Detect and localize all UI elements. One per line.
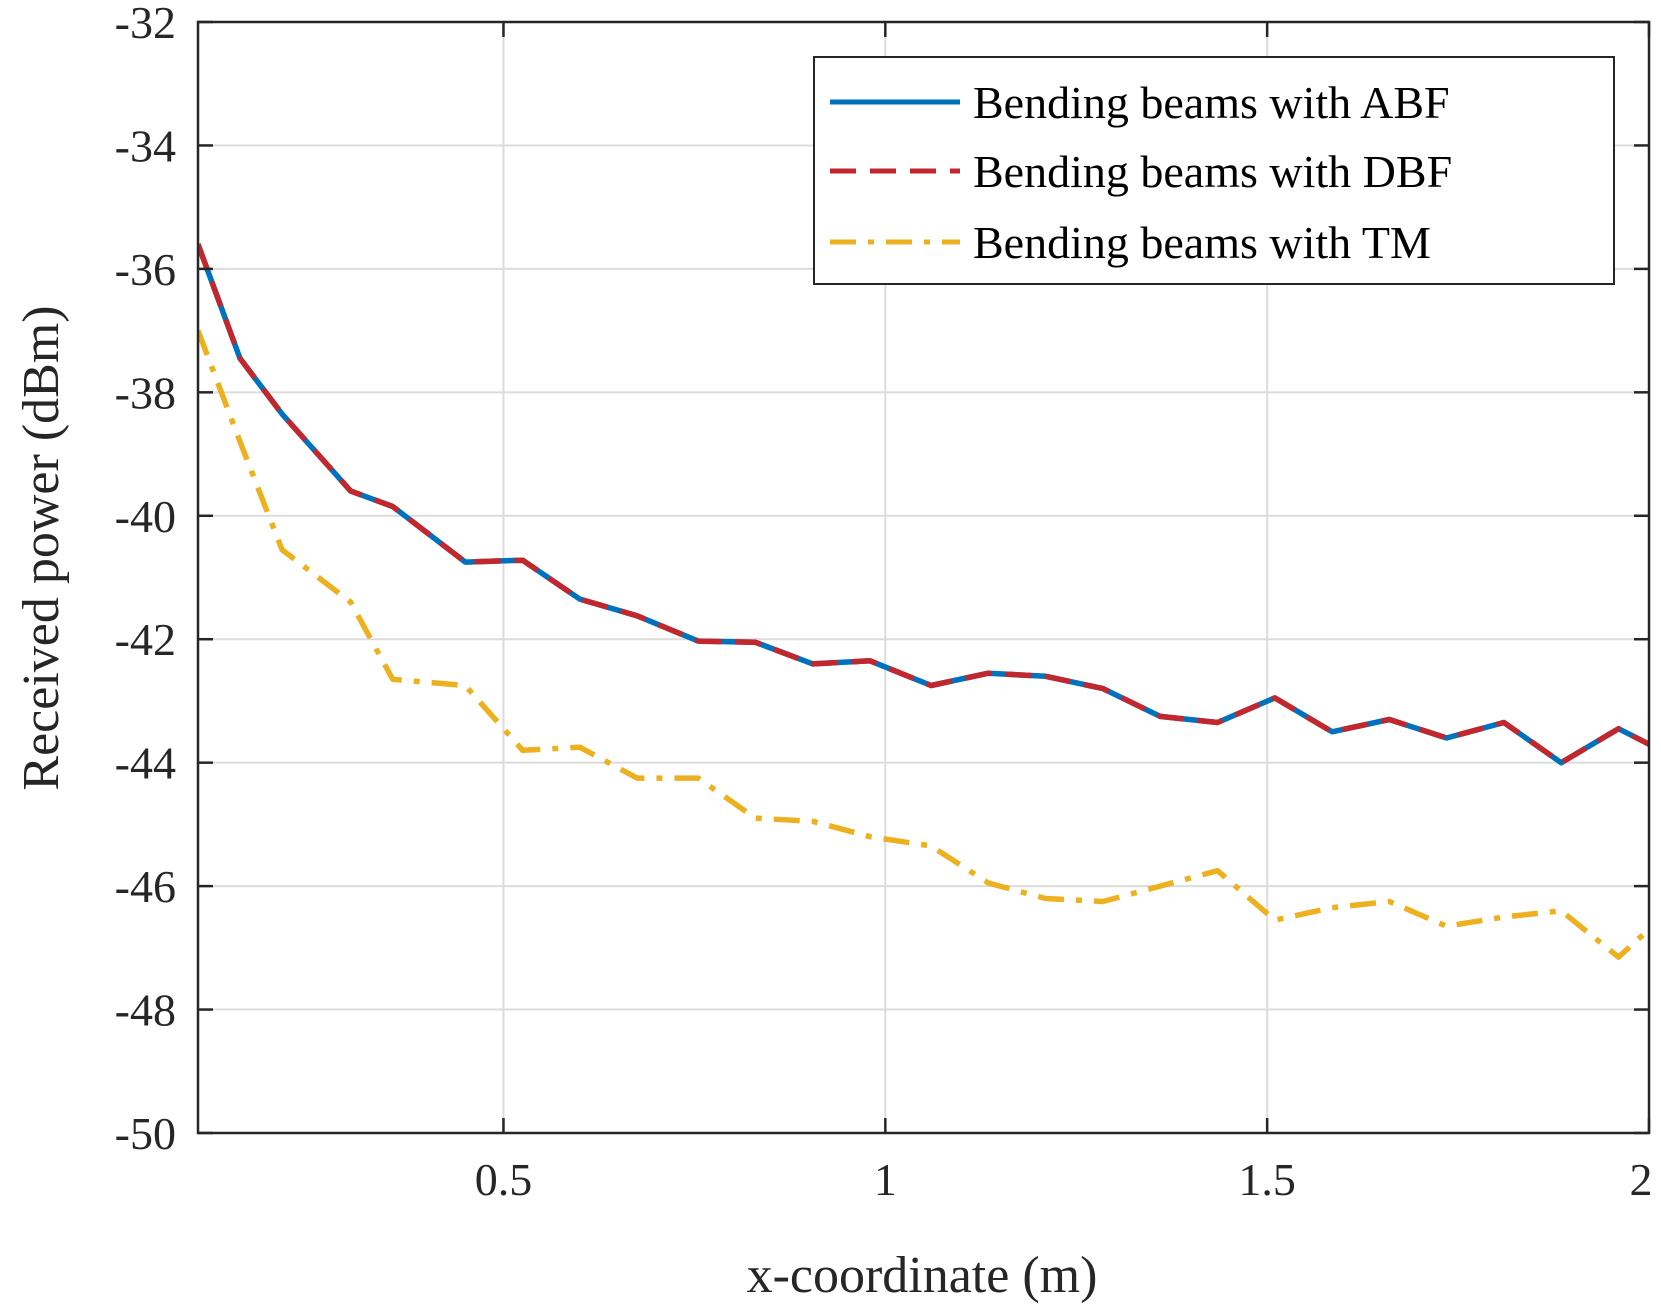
y-tick-label: -38	[115, 367, 176, 418]
legend-label-tm: Bending beams with TM	[973, 217, 1431, 268]
axis-ticks	[198, 20, 1651, 1135]
x-tick-label: 0.5	[475, 1154, 533, 1205]
y-tick-label: -32	[115, 0, 176, 48]
plot-frame	[196, 20, 1651, 1135]
y-tick-label: -36	[115, 244, 176, 295]
y-tick-label: -50	[115, 1108, 176, 1159]
y-tick-label: -34	[115, 120, 176, 171]
series-lines	[198, 243, 1649, 960]
series-line-dbf	[198, 243, 1649, 766]
legend-box	[813, 56, 1615, 285]
series-line-tm	[198, 329, 1649, 960]
x-axis-label: x-coordinate (m)	[747, 1247, 1098, 1304]
y-tick-label: -48	[115, 985, 176, 1036]
x-tick-label: 1	[874, 1154, 897, 1205]
y-axis-label: Received power (dBm)	[13, 305, 70, 790]
y-tick-label: -46	[115, 861, 176, 912]
y-tick-label: -40	[115, 491, 176, 542]
legend-label-abf: Bending beams with ABF	[973, 77, 1450, 128]
legend: Bending beams with ABF Bending beams wit…	[813, 56, 1615, 285]
legend-label-dbf: Bending beams with DBF	[973, 146, 1452, 197]
y-tick-label: -44	[115, 738, 176, 789]
y-tick-label: -42	[115, 614, 176, 665]
x-tick-label: 1.5	[1238, 1154, 1296, 1205]
x-tick-label: 2	[1630, 1154, 1653, 1205]
tick-labels: 0.5 1 1.5 2 -32 -34 -36 -38 -40 -42 -44 -46 -48 -50	[115, 0, 1653, 1205]
